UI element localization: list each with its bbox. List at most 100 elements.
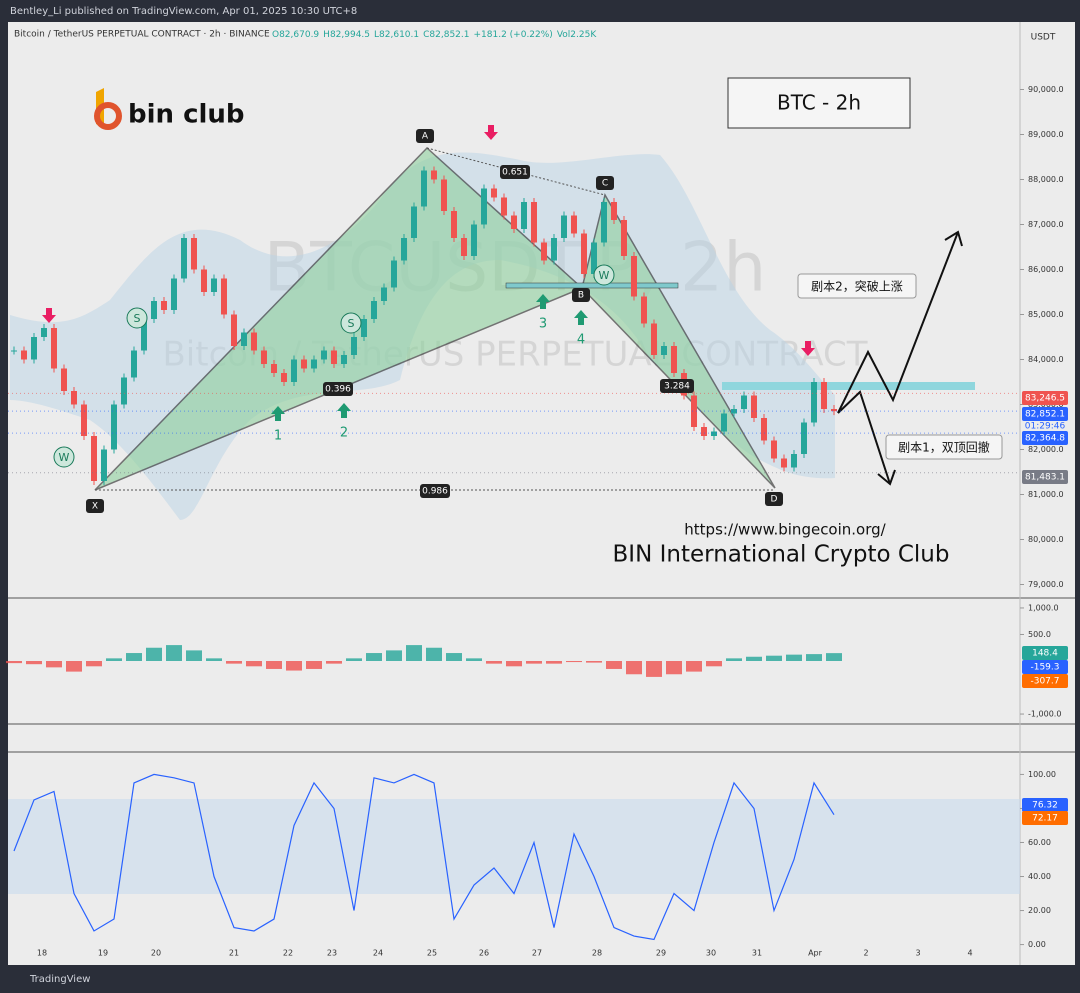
countdown: 01:29:46 <box>1025 422 1066 432</box>
y-tick-label: 40.00 <box>1028 872 1051 881</box>
candle <box>361 319 367 337</box>
macd-bar <box>586 661 602 663</box>
macd-bar <box>706 661 722 667</box>
macd-bar <box>86 661 102 667</box>
candle <box>261 350 267 364</box>
x-tick-label: 25 <box>427 949 437 958</box>
candle <box>731 409 737 414</box>
macd-bar <box>186 650 202 661</box>
up-arrow <box>536 294 550 309</box>
candle <box>211 278 217 292</box>
logo-icon <box>94 102 122 130</box>
candle <box>121 377 127 405</box>
ratio-bg <box>420 484 450 498</box>
up-arrow <box>271 406 285 421</box>
candle <box>591 242 597 274</box>
macd-bar <box>666 661 682 675</box>
candle <box>461 238 467 256</box>
arrow-label: 3 <box>539 317 547 332</box>
pattern-mark: W <box>59 451 70 464</box>
candle <box>21 350 27 360</box>
macd-bar <box>366 653 382 661</box>
macd-bar <box>766 655 782 661</box>
pattern-label: D <box>771 495 778 505</box>
y-tick-label: 60.00 <box>1028 838 1051 847</box>
candle <box>491 188 497 198</box>
macd-tag: 148.4 <box>1032 649 1058 659</box>
candle <box>791 454 797 468</box>
y-tick-label: 500.0 <box>1028 630 1051 639</box>
stoch-tag-bg <box>1022 798 1068 812</box>
y-tick-label: 79,000.0 <box>1028 580 1064 589</box>
currency: USDT <box>1031 33 1056 43</box>
macd-bar <box>646 661 662 677</box>
candle <box>401 238 407 261</box>
ratio-label: 0.396 <box>325 385 351 395</box>
x-tick-label: 18 <box>37 949 47 958</box>
macd-bar <box>426 647 442 661</box>
ratio-bg <box>500 165 530 179</box>
pattern-label: A <box>422 132 429 142</box>
price-tag: 82,852.1 <box>1025 410 1065 420</box>
y-tick-label: 82,000.0 <box>1028 445 1064 454</box>
pattern-circle <box>53 446 75 468</box>
pattern-mark: S <box>348 317 355 330</box>
candle <box>831 409 837 412</box>
candle <box>521 202 527 229</box>
stoch-tag-bg <box>1022 811 1068 825</box>
candle <box>281 373 287 382</box>
macd-bar <box>406 645 422 661</box>
label-bg <box>596 176 614 190</box>
label-bg <box>416 129 434 143</box>
candle <box>691 395 697 427</box>
scenario-label: 剧本2，突破上涨 <box>811 279 903 294</box>
x-tick-label: 31 <box>752 949 762 958</box>
candle <box>111 404 117 450</box>
ohlc-value: L82,610.1 <box>374 30 419 40</box>
macd-bar <box>66 661 82 672</box>
candle <box>141 319 147 351</box>
price-tag: 83,246.5 <box>1025 394 1065 404</box>
macd-bar <box>206 658 222 661</box>
candle <box>531 202 537 243</box>
ohlc-value: H82,994.5 <box>323 30 370 40</box>
ohlc-value: +181.2 (+0.22%) <box>474 30 553 40</box>
price-tag-bg <box>1022 470 1068 484</box>
candle <box>201 269 207 292</box>
macd-bar <box>246 661 262 667</box>
macd-bar <box>486 661 502 664</box>
up-arrow <box>574 310 588 325</box>
candle <box>711 431 717 436</box>
candle <box>781 458 787 468</box>
title-box <box>727 77 911 129</box>
arrow-label: 4 <box>577 333 585 348</box>
macd-bar <box>566 661 582 663</box>
price-tag-bg <box>1022 407 1068 421</box>
ohlc-value: O82,670.9 <box>272 30 319 40</box>
price-tag: 82,364.8 <box>1025 434 1065 444</box>
footer: TradingView <box>29 974 90 985</box>
x-tick-label: 28 <box>592 949 602 958</box>
scenario-label: 剧本1，双顶回撤 <box>898 440 990 455</box>
candle <box>241 332 247 346</box>
stoch-k-line <box>13 773 835 941</box>
candle <box>41 328 47 337</box>
y-tick-label: 84,000.0 <box>1028 355 1064 364</box>
candle <box>371 301 377 319</box>
candle <box>321 350 327 360</box>
y-tick-label: 0.00 <box>1028 940 1046 949</box>
scenario-up <box>837 231 959 414</box>
macd-bar <box>6 661 22 664</box>
candle <box>571 215 577 234</box>
candle <box>611 202 617 220</box>
candle <box>181 238 187 279</box>
support-zone <box>505 282 679 289</box>
candle <box>741 395 747 409</box>
macd-bar <box>606 661 622 669</box>
stoch-tag: 72.17 <box>1032 814 1058 824</box>
macd-bar <box>786 654 802 661</box>
macd-bar <box>46 661 62 668</box>
macd-tag: -307.7 <box>1030 677 1059 687</box>
candle <box>671 346 677 373</box>
arrow-label: 2 <box>340 426 348 441</box>
